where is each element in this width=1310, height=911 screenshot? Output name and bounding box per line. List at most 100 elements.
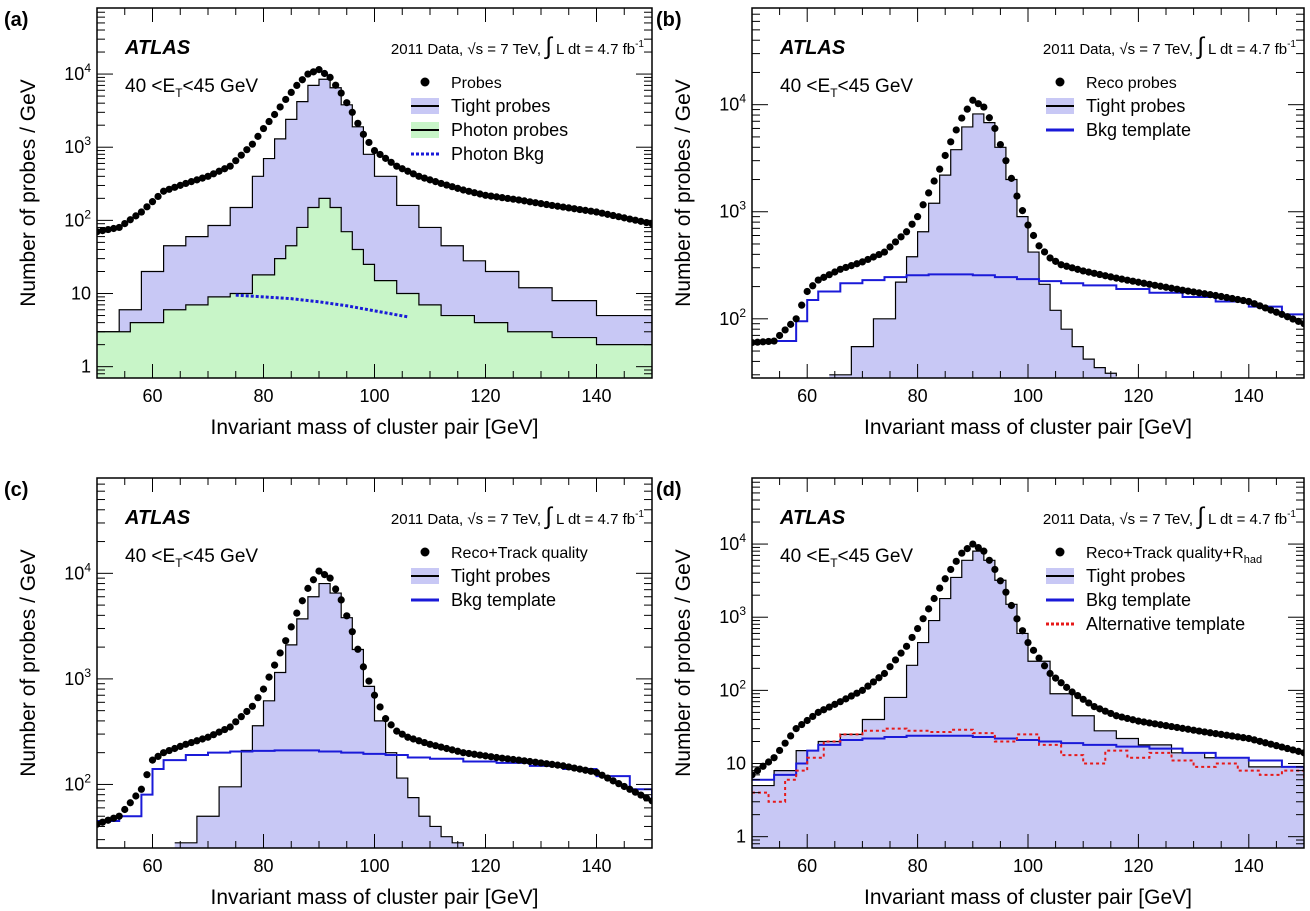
legend-label: Bkg template bbox=[451, 590, 556, 610]
y-tick-label: 10 bbox=[726, 754, 746, 774]
data-point bbox=[1151, 720, 1159, 728]
data-point bbox=[825, 703, 833, 711]
data-point bbox=[365, 677, 373, 685]
panel-label: (a) bbox=[4, 9, 28, 31]
data-point bbox=[1167, 284, 1176, 292]
series-photon-bkg-line bbox=[235, 293, 409, 319]
data-point bbox=[1057, 261, 1065, 269]
luminosity-label: 2011 Data, √s = 7 TeV, ∫ L dt = 4.7 fb-1 bbox=[391, 503, 645, 530]
data-point bbox=[115, 812, 123, 820]
data-point bbox=[1085, 699, 1093, 707]
legend-marker bbox=[1055, 77, 1065, 87]
data-point bbox=[1107, 709, 1115, 718]
data-point bbox=[298, 597, 306, 605]
data-point bbox=[443, 744, 451, 753]
series-bkg-template-line bbox=[752, 734, 1304, 781]
y-tick-label: 102 bbox=[64, 207, 91, 230]
data-point bbox=[376, 703, 384, 711]
data-point bbox=[132, 792, 140, 800]
data-point bbox=[1090, 269, 1098, 277]
x-tick-label: 140 bbox=[1234, 386, 1264, 406]
data-point bbox=[820, 273, 828, 281]
data-point bbox=[1278, 310, 1286, 318]
y-tick-label: 104 bbox=[64, 560, 91, 583]
data-point bbox=[902, 642, 911, 650]
data-point bbox=[493, 753, 501, 762]
data-point bbox=[481, 752, 490, 760]
data-point bbox=[237, 151, 245, 159]
data-point bbox=[143, 771, 151, 779]
data-point bbox=[908, 633, 916, 642]
data-point bbox=[1035, 242, 1043, 250]
data-point bbox=[1029, 646, 1038, 654]
data-point bbox=[459, 186, 467, 194]
data-point bbox=[370, 691, 379, 699]
data-point bbox=[1107, 273, 1115, 281]
x-tick-label: 120 bbox=[470, 856, 500, 876]
data-point bbox=[454, 184, 462, 192]
data-point bbox=[864, 682, 872, 690]
data-point bbox=[1239, 296, 1247, 305]
data-point bbox=[820, 706, 828, 714]
data-point bbox=[504, 755, 512, 763]
data-point bbox=[332, 81, 340, 89]
data-point bbox=[137, 785, 145, 793]
data-point bbox=[592, 208, 601, 216]
data-point bbox=[1206, 729, 1214, 737]
data-point bbox=[531, 199, 540, 207]
data-point bbox=[265, 673, 273, 681]
data-point bbox=[304, 584, 312, 592]
data-point bbox=[98, 227, 107, 235]
data-point bbox=[1024, 638, 1032, 647]
data-point bbox=[1156, 282, 1165, 290]
data-point bbox=[282, 637, 290, 645]
data-point bbox=[1223, 293, 1231, 302]
data-point bbox=[337, 596, 345, 604]
data-point bbox=[148, 198, 157, 206]
data-point bbox=[814, 708, 822, 716]
data-point bbox=[947, 565, 955, 574]
data-point bbox=[604, 774, 612, 782]
data-point bbox=[642, 794, 651, 802]
data-point bbox=[171, 183, 179, 191]
data-point bbox=[370, 146, 379, 155]
data-point bbox=[465, 187, 473, 195]
data-point bbox=[853, 689, 861, 697]
data-point bbox=[520, 197, 528, 205]
data-point bbox=[409, 735, 417, 743]
data-point bbox=[798, 720, 806, 729]
data-point bbox=[875, 674, 883, 682]
data-point bbox=[1294, 747, 1303, 755]
data-point bbox=[969, 96, 977, 104]
x-tick-label: 80 bbox=[253, 856, 273, 876]
data-point bbox=[570, 764, 578, 772]
data-point bbox=[1101, 272, 1109, 280]
data-point bbox=[936, 165, 944, 173]
data-point bbox=[1112, 274, 1120, 282]
legend-label: Tight probes bbox=[1086, 566, 1185, 586]
data-point bbox=[226, 162, 234, 170]
data-point bbox=[537, 200, 545, 208]
data-point bbox=[254, 694, 262, 702]
x-tick-label: 140 bbox=[581, 386, 611, 406]
data-point bbox=[1134, 717, 1142, 725]
data-point bbox=[343, 612, 351, 620]
data-point bbox=[759, 762, 767, 770]
data-point bbox=[908, 220, 916, 228]
legend-label: Probes bbox=[451, 75, 502, 92]
data-point bbox=[991, 565, 999, 574]
y-tick-label: 103 bbox=[719, 604, 746, 627]
data-point bbox=[576, 765, 584, 773]
x-tick-label: 60 bbox=[797, 856, 817, 876]
data-point bbox=[991, 124, 999, 133]
data-point bbox=[776, 746, 784, 755]
data-point bbox=[1228, 732, 1236, 740]
data-point bbox=[996, 577, 1005, 585]
data-point bbox=[465, 749, 473, 758]
data-point bbox=[925, 605, 933, 613]
data-point bbox=[1118, 275, 1126, 283]
x-axis-label: Invariant mass of cluster pair [GeV] bbox=[211, 886, 539, 909]
data-point bbox=[869, 253, 878, 261]
data-point bbox=[1002, 157, 1010, 165]
x-axis-label: Invariant mass of cluster pair [GeV] bbox=[211, 416, 539, 439]
